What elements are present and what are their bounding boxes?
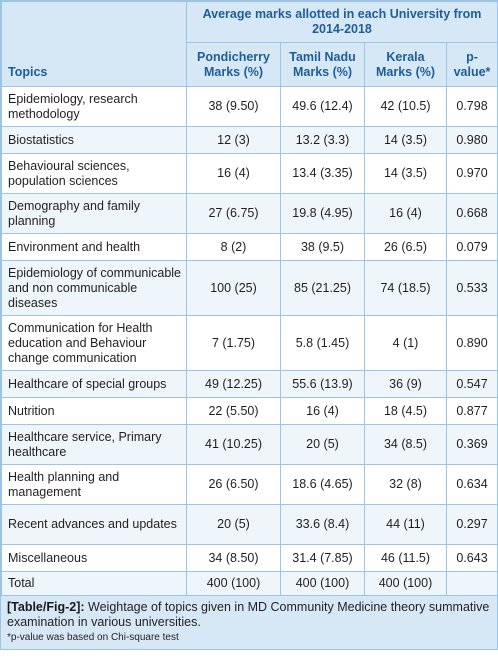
table-row: Communication for Health education and B… xyxy=(1,315,498,371)
pondicherry-cell: 20 (5) xyxy=(186,504,281,545)
tamil-nadu-cell: 55.6 (13.9) xyxy=(280,370,365,398)
table-row: Recent advances and updates 20 (5) 33.6 … xyxy=(1,504,498,545)
pondicherry-cell: 7 (1.75) xyxy=(186,315,281,371)
topic-cell: Communication for Health education and B… xyxy=(1,315,187,371)
kerala-header: Kerala Marks (%) xyxy=(364,42,447,87)
p-value-cell: 0.533 xyxy=(446,260,498,316)
topic-cell: Biostatistics xyxy=(1,126,187,154)
pondicherry-cell: 34 (8.50) xyxy=(186,544,281,572)
kerala-cell: 16 (4) xyxy=(364,193,447,234)
table-figure: Topics Average marks allotted in each Un… xyxy=(0,0,498,650)
caption-text: Weightage of topics given in MD Communit… xyxy=(7,600,490,629)
table-row: Nutrition 22 (5.50) 16 (4) 18 (4.5) 0.87… xyxy=(1,397,498,425)
kerala-cell: 42 (10.5) xyxy=(364,86,447,127)
kerala-cell: 18 (4.5) xyxy=(364,397,447,425)
table-row: Epidemiology, research methodology 38 (9… xyxy=(1,86,498,127)
kerala-cell: 36 (9) xyxy=(364,370,447,398)
kerala-cell: 26 (6.5) xyxy=(364,233,447,261)
table-row: Demography and family planning 27 (6.75)… xyxy=(1,193,498,234)
p-value-cell: 0.877 xyxy=(446,397,498,425)
pondicherry-cell: 49 (12.25) xyxy=(186,370,281,398)
p-value-cell: 0.798 xyxy=(446,86,498,127)
table-row: Miscellaneous 34 (8.50) 31.4 (7.85) 46 (… xyxy=(1,544,498,572)
table-row: Healthcare of special groups 49 (12.25) … xyxy=(1,370,498,398)
pondicherry-cell: 400 (100) xyxy=(186,571,281,596)
tamil-nadu-header: Tamil Nadu Marks (%) xyxy=(280,42,365,87)
kerala-cell: 400 (100) xyxy=(364,571,447,596)
group-header: Average marks allotted in each Universit… xyxy=(186,1,498,43)
p-value-cell: 0.369 xyxy=(446,424,498,465)
pondicherry-cell: 41 (10.25) xyxy=(186,424,281,465)
pondicherry-cell: 22 (5.50) xyxy=(186,397,281,425)
p-value-cell: 0.297 xyxy=(446,504,498,545)
pondicherry-cell: 27 (6.75) xyxy=(186,193,281,234)
topic-cell: Demography and family planning xyxy=(1,193,187,234)
table-caption: [Table/Fig-2]: Weightage of topics given… xyxy=(1,596,497,649)
p-value-cell xyxy=(446,571,498,596)
topics-header: Topics xyxy=(1,1,187,87)
tamil-nadu-cell: 33.6 (8.4) xyxy=(280,504,365,545)
pondicherry-cell: 38 (9.50) xyxy=(186,86,281,127)
caption-label: [Table/Fig-2]: xyxy=(7,600,85,614)
kerala-cell: 74 (18.5) xyxy=(364,260,447,316)
table-row: Behavioural sciences, population science… xyxy=(1,153,498,194)
topic-cell: Miscellaneous xyxy=(1,544,187,572)
pondicherry-cell: 8 (2) xyxy=(186,233,281,261)
p-value-cell: 0.970 xyxy=(446,153,498,194)
table-row: Biostatistics 12 (3) 13.2 (3.3) 14 (3.5)… xyxy=(1,126,498,154)
p-value-cell: 0.980 xyxy=(446,126,498,154)
kerala-cell: 14 (3.5) xyxy=(364,126,447,154)
tamil-nadu-cell: 18.6 (4.65) xyxy=(280,464,365,505)
pondicherry-header: Pondicherry Marks (%) xyxy=(186,42,281,87)
p-value-cell: 0.668 xyxy=(446,193,498,234)
tamil-nadu-cell: 13.2 (3.3) xyxy=(280,126,365,154)
tamil-nadu-cell: 400 (100) xyxy=(280,571,365,596)
tamil-nadu-cell: 16 (4) xyxy=(280,397,365,425)
table-row: Environment and health 8 (2) 38 (9.5) 26… xyxy=(1,233,498,261)
topic-cell: Healthcare of special groups xyxy=(1,370,187,398)
kerala-cell: 32 (8) xyxy=(364,464,447,505)
kerala-cell: 14 (3.5) xyxy=(364,153,447,194)
marks-table: Topics Average marks allotted in each Un… xyxy=(1,1,498,596)
topic-cell: Recent advances and updates xyxy=(1,504,187,545)
kerala-cell: 34 (8.5) xyxy=(364,424,447,465)
kerala-cell: 46 (11.5) xyxy=(364,544,447,572)
kerala-cell: 44 (11) xyxy=(364,504,447,545)
caption-footnote: *p-value was based on Chi-square test xyxy=(7,632,179,643)
tamil-nadu-cell: 38 (9.5) xyxy=(280,233,365,261)
pondicherry-cell: 16 (4) xyxy=(186,153,281,194)
header-row-columns: Pondicherry Marks (%) Tamil Nadu Marks (… xyxy=(2,42,498,87)
table-body: Epidemiology, research methodology 38 (9… xyxy=(1,86,498,596)
p-value-cell: 0.643 xyxy=(446,544,498,572)
table-row: Healthcare service, Primary healthcare 4… xyxy=(1,424,498,465)
tamil-nadu-cell: 13.4 (3.35) xyxy=(280,153,365,194)
table-row: Health planning and management 26 (6.50)… xyxy=(1,464,498,505)
topic-cell: Healthcare service, Primary healthcare xyxy=(1,424,187,465)
tamil-nadu-cell: 20 (5) xyxy=(280,424,365,465)
topic-cell: Health planning and management xyxy=(1,464,187,505)
p-value-cell: 0.547 xyxy=(446,370,498,398)
topic-cell: Nutrition xyxy=(1,397,187,425)
topic-cell: Epidemiology, research methodology xyxy=(1,86,187,127)
p-value-cell: 0.079 xyxy=(446,233,498,261)
topic-cell: Behavioural sciences, population science… xyxy=(1,153,187,194)
tamil-nadu-cell: 85 (21.25) xyxy=(280,260,365,316)
pondicherry-cell: 26 (6.50) xyxy=(186,464,281,505)
p-value-cell: 0.634 xyxy=(446,464,498,505)
tamil-nadu-cell: 49.6 (12.4) xyxy=(280,86,365,127)
total-row: Total 400 (100) 400 (100) 400 (100) xyxy=(1,571,498,596)
topic-cell: Total xyxy=(1,571,187,596)
p-value-header: p-value* xyxy=(446,42,498,87)
topic-cell: Environment and health xyxy=(1,233,187,261)
tamil-nadu-cell: 19.8 (4.95) xyxy=(280,193,365,234)
header-row-group: Topics Average marks allotted in each Un… xyxy=(1,1,498,87)
table-row: Epidemiology of communicable and non com… xyxy=(1,260,498,316)
topic-cell: Epidemiology of communicable and non com… xyxy=(1,260,187,316)
pondicherry-cell: 12 (3) xyxy=(186,126,281,154)
tamil-nadu-cell: 5.8 (1.45) xyxy=(280,315,365,371)
tamil-nadu-cell: 31.4 (7.85) xyxy=(280,544,365,572)
pondicherry-cell: 100 (25) xyxy=(186,260,281,316)
p-value-cell: 0.890 xyxy=(446,315,498,371)
kerala-cell: 4 (1) xyxy=(364,315,447,371)
